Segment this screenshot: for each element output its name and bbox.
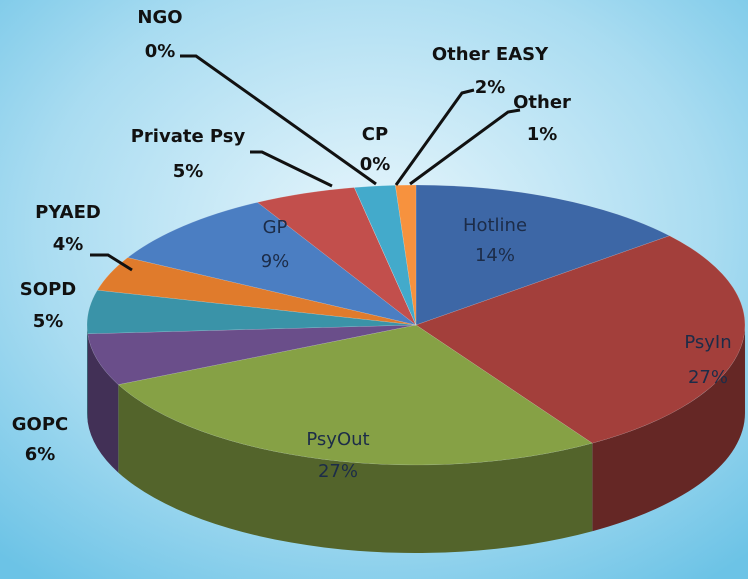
slice-side (118, 384, 593, 553)
slice-value-label: 9% (261, 251, 290, 272)
slice-label: PsyOut (306, 429, 369, 450)
slice-label: CP (362, 124, 388, 145)
slice-value-label: 0% (145, 41, 176, 62)
slice (353, 185, 417, 326)
leader-line (409, 108, 521, 186)
leader-line (90, 253, 133, 272)
slice-label: NGO (137, 7, 182, 28)
slice-value-label: 5% (173, 161, 204, 182)
leader-line (180, 54, 377, 186)
slice-value-label: 0% (360, 154, 391, 175)
slice-value-label: 5% (33, 311, 64, 332)
slice-value-label: 27% (688, 367, 728, 388)
slice (395, 184, 417, 326)
slice-label: PYAED (35, 202, 101, 223)
slice-side (87, 325, 88, 422)
slice-label: GP (263, 217, 288, 238)
slice-label: SOPD (20, 279, 76, 300)
slice (127, 202, 417, 326)
slice-side (592, 325, 745, 532)
leader-line (250, 150, 333, 188)
slice-label: GOPC (12, 414, 68, 435)
leader-line (394, 88, 475, 186)
slice-label: Other (513, 92, 571, 113)
slice-label: Private Psy (131, 126, 246, 147)
slice-label: PsyIn (684, 332, 731, 353)
slice (87, 324, 417, 385)
slice-value-label: 1% (527, 124, 558, 145)
slice (256, 187, 417, 326)
slice (415, 235, 746, 444)
slice-side (87, 333, 119, 473)
slice-value-label: 2% (475, 77, 506, 98)
slice-value-label: 14% (475, 245, 515, 266)
slice-value-label: 4% (53, 234, 84, 255)
slice (117, 324, 593, 466)
slice-label: Hotline (463, 215, 527, 236)
slice (86, 289, 417, 335)
slice (415, 184, 671, 326)
slice-value-label: 27% (318, 461, 358, 482)
slice-label: Other EASY (432, 44, 549, 65)
slice (96, 257, 417, 326)
slice-value-label: 6% (25, 444, 56, 465)
